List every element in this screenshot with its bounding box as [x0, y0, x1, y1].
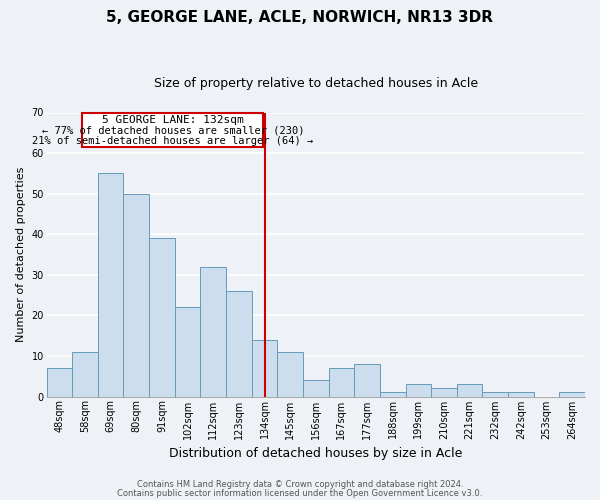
Text: 5, GEORGE LANE, ACLE, NORWICH, NR13 3DR: 5, GEORGE LANE, ACLE, NORWICH, NR13 3DR — [107, 10, 493, 25]
Bar — [482, 392, 508, 396]
Bar — [226, 291, 251, 397]
Title: Size of property relative to detached houses in Acle: Size of property relative to detached ho… — [154, 78, 478, 90]
Text: Contains public sector information licensed under the Open Government Licence v3: Contains public sector information licen… — [118, 488, 482, 498]
Bar — [457, 384, 482, 396]
Bar — [175, 308, 200, 396]
Bar — [329, 368, 354, 396]
Bar — [303, 380, 329, 396]
X-axis label: Distribution of detached houses by size in Acle: Distribution of detached houses by size … — [169, 447, 463, 460]
Bar — [251, 340, 277, 396]
Bar — [406, 384, 431, 396]
Bar — [149, 238, 175, 396]
Bar — [200, 266, 226, 396]
Text: ← 77% of detached houses are smaller (230): ← 77% of detached houses are smaller (23… — [41, 126, 304, 136]
Text: 21% of semi-detached houses are larger (64) →: 21% of semi-detached houses are larger (… — [32, 136, 313, 146]
Bar — [72, 352, 98, 397]
Bar — [559, 392, 585, 396]
Bar — [277, 352, 303, 397]
Y-axis label: Number of detached properties: Number of detached properties — [16, 167, 26, 342]
Bar — [508, 392, 534, 396]
Bar — [82, 114, 263, 147]
Bar — [98, 174, 124, 396]
Text: Contains HM Land Registry data © Crown copyright and database right 2024.: Contains HM Land Registry data © Crown c… — [137, 480, 463, 489]
Bar — [431, 388, 457, 396]
Bar — [354, 364, 380, 396]
Text: 5 GEORGE LANE: 132sqm: 5 GEORGE LANE: 132sqm — [102, 115, 244, 125]
Bar — [47, 368, 72, 396]
Bar — [380, 392, 406, 396]
Bar — [124, 194, 149, 396]
